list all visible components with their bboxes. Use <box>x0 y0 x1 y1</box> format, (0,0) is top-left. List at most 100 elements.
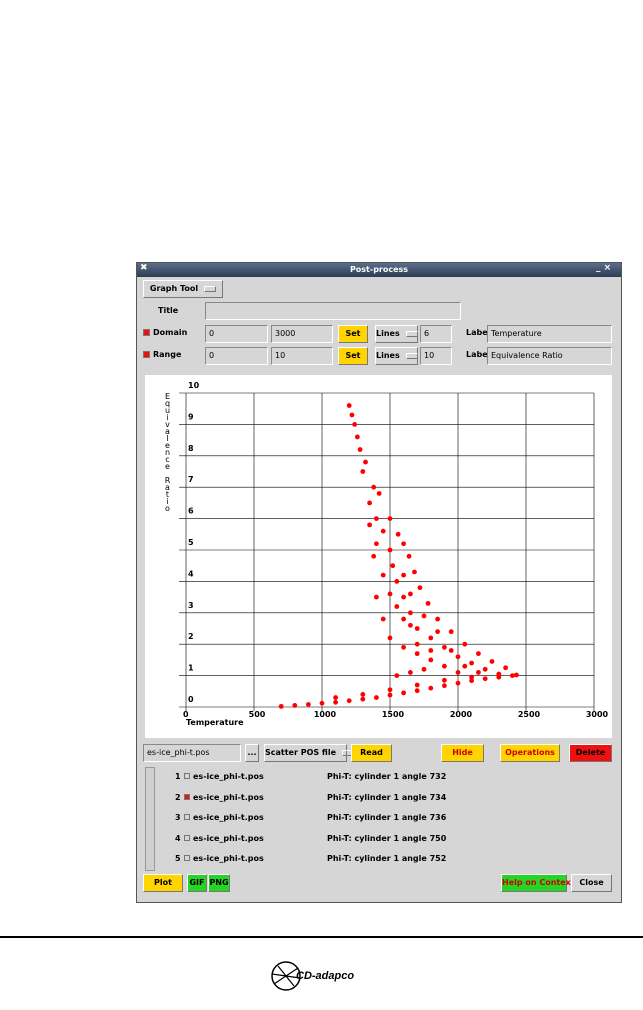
delete-button[interactable]: Delete <box>569 744 612 762</box>
y-tick-label: 2 <box>188 632 194 641</box>
x-axis-label: Temperature <box>186 718 244 727</box>
row-index: 4 <box>175 833 181 843</box>
point <box>442 663 447 669</box>
window-controls[interactable]: _ × <box>596 263 612 273</box>
range-label-input[interactable]: Equivalence Ratio <box>487 347 612 365</box>
title-label: Title <box>158 306 179 315</box>
scrollbar[interactable] <box>145 767 155 871</box>
y-tick-label: 5 <box>188 538 194 547</box>
point <box>374 516 379 521</box>
range-max[interactable]: 10 <box>271 347 333 365</box>
range-label-caption: Label <box>466 350 491 359</box>
point <box>278 703 284 709</box>
row-toggle[interactable] <box>184 773 190 779</box>
row-index: 5 <box>175 854 181 863</box>
help-button[interactable]: Help on Context <box>501 874 575 892</box>
mode-menu[interactable]: Graph Tool <box>143 280 223 298</box>
point <box>371 553 377 559</box>
row-toggle[interactable] <box>184 855 190 861</box>
point <box>387 591 393 597</box>
point <box>401 541 406 547</box>
point <box>387 692 393 698</box>
row-file[interactable]: es-ice_phi-t.pos <box>193 833 264 843</box>
domain-label-input[interactable]: Temperature <box>487 325 612 343</box>
point <box>414 651 420 657</box>
row-file[interactable]: es-ice_phi-t.pos <box>193 792 264 802</box>
browse-button[interactable]: ... <box>245 744 259 762</box>
range-lines-menu[interactable]: Lines <box>375 347 418 365</box>
point <box>380 528 386 534</box>
point <box>425 600 431 606</box>
point <box>428 635 434 641</box>
title-bar: Post-process <box>137 263 621 277</box>
range-min[interactable]: 0 <box>205 347 268 365</box>
point <box>462 663 468 669</box>
row-toggle[interactable] <box>184 814 190 820</box>
row-index: 2 <box>175 792 181 802</box>
operations-button[interactable]: Operations <box>500 744 560 762</box>
domain-toggle[interactable] <box>143 329 150 336</box>
gif-button[interactable]: GIF <box>187 874 207 892</box>
point <box>394 579 400 584</box>
domain-lines[interactable]: 6 <box>420 325 452 343</box>
point <box>496 671 502 677</box>
plot-button[interactable]: Plot <box>143 874 183 892</box>
point <box>352 422 358 427</box>
point <box>414 682 420 688</box>
point <box>371 484 377 490</box>
row-file[interactable]: es-ice_phi-t.pos <box>193 772 264 781</box>
row-toggle[interactable] <box>184 834 190 841</box>
format-menu[interactable]: Scatter POS file <box>264 744 347 762</box>
point <box>346 698 352 704</box>
point <box>360 469 366 474</box>
row-toggle[interactable] <box>184 793 190 800</box>
range-lines[interactable]: 10 <box>420 347 452 365</box>
point <box>387 687 393 693</box>
row-file[interactable]: es-ice_phi-t.pos <box>193 813 264 822</box>
hide-button[interactable]: Hide <box>441 744 484 762</box>
row-index: 1 <box>175 772 181 781</box>
point <box>333 699 338 705</box>
y-tick-label: 0 <box>188 695 194 704</box>
domain-max[interactable]: 3000 <box>271 325 333 343</box>
point <box>374 695 379 700</box>
y-tick-label: 3 <box>188 601 194 610</box>
point <box>380 616 386 622</box>
row-description: Phi-T: cylinder 1 angle 732 <box>327 772 447 781</box>
domain-min[interactable]: 0 <box>205 325 268 343</box>
point <box>333 695 338 700</box>
range-toggle[interactable] <box>143 351 150 358</box>
title-input[interactable] <box>205 302 461 320</box>
point <box>414 641 420 647</box>
row-description: Phi-T: cylinder 1 angle 736 <box>327 813 447 822</box>
file-path[interactable]: es-ice_phi-t.pos <box>143 744 241 762</box>
row-index: 3 <box>175 813 181 822</box>
row-description: Phi-T: cylinder 1 angle 734 <box>327 792 447 802</box>
close-button[interactable]: Close <box>571 874 612 892</box>
point <box>360 692 366 697</box>
point <box>421 666 427 672</box>
range-set[interactable]: Set <box>338 347 368 365</box>
footer-rule <box>0 936 643 938</box>
png-button[interactable]: PNG <box>208 874 230 892</box>
point <box>428 648 434 653</box>
point <box>408 622 413 628</box>
point <box>469 678 474 684</box>
row-description: Phi-T: cylinder 1 angle 750 <box>327 833 447 843</box>
y-axis-label: Equivalence Ratio <box>163 392 172 511</box>
point <box>469 674 474 680</box>
point <box>376 491 382 496</box>
point <box>401 644 406 650</box>
point <box>408 610 413 616</box>
x-tick-label: 2500 <box>518 710 541 719</box>
row-file[interactable]: es-ice_phi-t.pos <box>193 854 264 863</box>
read-button[interactable]: Read <box>351 744 392 762</box>
point <box>394 604 400 609</box>
range-label: Range <box>153 350 182 359</box>
domain-lines-menu[interactable]: Lines <box>375 325 418 343</box>
window-icon: ✖ <box>140 263 148 273</box>
domain-set[interactable]: Set <box>338 325 368 343</box>
point <box>482 676 488 682</box>
point <box>367 522 372 528</box>
